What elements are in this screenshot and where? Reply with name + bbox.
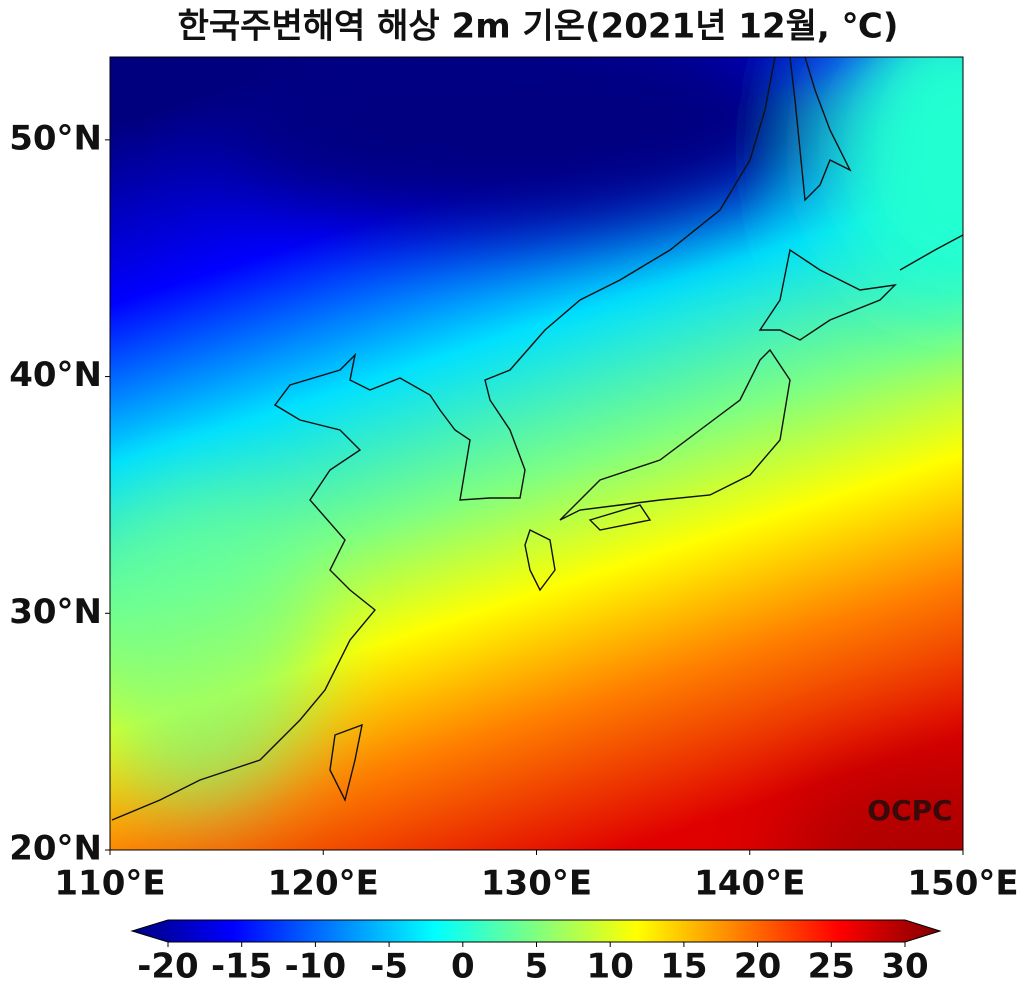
y-tick-label: 20°N <box>9 829 102 869</box>
colorbar-tick-label: -15 <box>211 947 272 987</box>
colorbar-ticks: -20 -15 -10 -5 0 5 10 15 20 25 30 <box>137 942 929 987</box>
colorbar <box>130 919 942 943</box>
colorbar-tick-label: -10 <box>285 947 346 987</box>
y-tick-label: 30°N <box>9 592 102 632</box>
colorbar-tick-label: 15 <box>660 947 707 987</box>
colorbar-tick-label: 5 <box>525 947 549 987</box>
x-tick-label: 140°E <box>694 864 805 904</box>
x-tick-label: 150°E <box>907 864 1018 904</box>
map-field <box>110 57 963 850</box>
title: 한국주변해역 해상 2m 기온(2021년 12월, ℃) <box>178 7 899 47</box>
colorbar-tick-label: 30 <box>881 947 928 987</box>
watermark: OCPC <box>867 794 952 827</box>
x-tick-label: 130°E <box>481 864 592 904</box>
axes: 110°E 120°E 130°E 140°E 150°E 20°N 30°N 40°N 50°… <box>9 118 1018 903</box>
y-tick-label: 40°N <box>9 355 102 395</box>
colorbar-tick-label: 0 <box>451 947 475 987</box>
colorbar-tick-label: -20 <box>137 947 198 987</box>
colorbar-tick-label: 20 <box>734 947 781 987</box>
colorbar-tick-label: 10 <box>587 947 634 987</box>
x-tick-label: 120°E <box>268 864 379 904</box>
colorbar-tick-label: 25 <box>808 947 855 987</box>
x-tick-label: 110°E <box>54 864 165 904</box>
colorbar-tick-label: -5 <box>370 947 408 987</box>
y-tick-label: 50°N <box>9 118 102 158</box>
